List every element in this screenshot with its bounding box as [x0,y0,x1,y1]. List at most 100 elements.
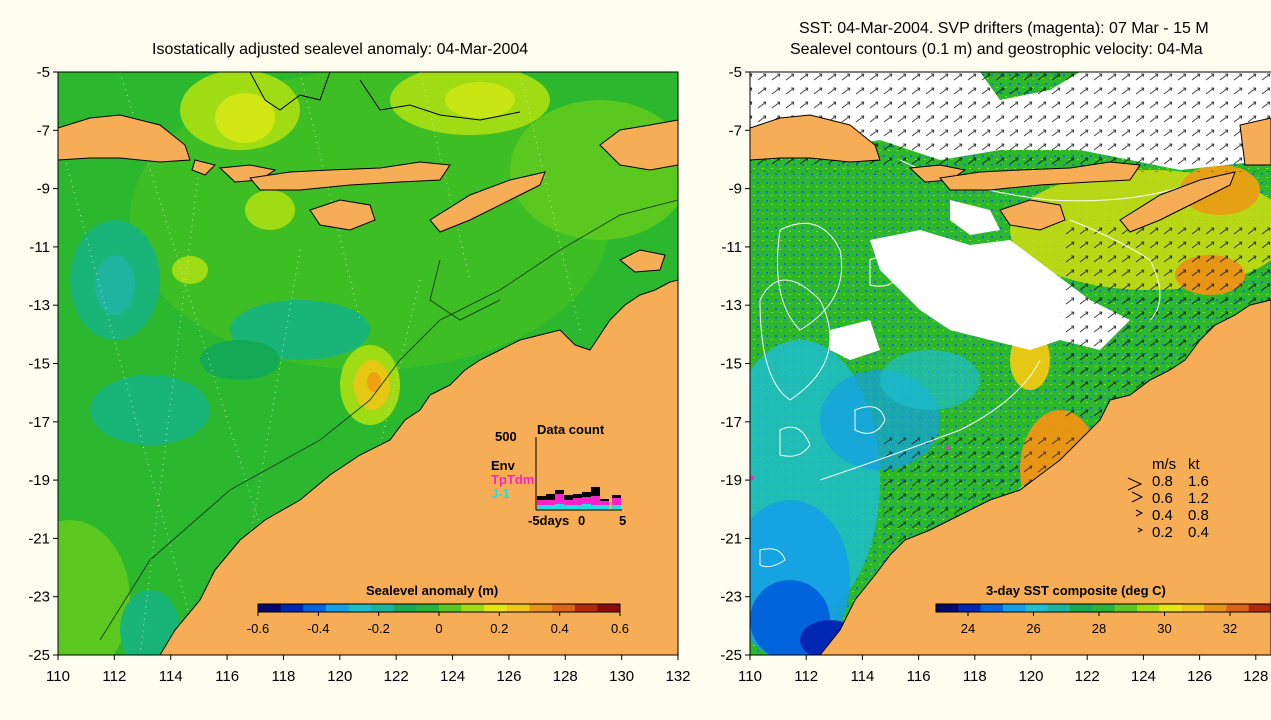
legend-tptdm: TpTdm [491,472,534,487]
right-xtick-label: 114 [850,668,874,685]
left-colorbar-swatch [280,604,304,612]
right-xtick-label: 120 [1018,668,1043,685]
left-xtick-label: 132 [665,668,690,685]
speed-ms-1: 0.8 [1152,473,1173,490]
right-colorbar-tick-label: 24 [961,621,975,636]
left-xtick-label: 128 [553,668,578,685]
bar-j1 [546,505,555,509]
left-xtick-label: 120 [327,668,352,685]
bar-j1 [612,505,621,509]
left-xtick-label: 130 [609,668,634,685]
right-ytick-label: -9 [729,181,742,198]
right-colorbar: 24 26 28 30 32 [935,603,1271,636]
left-x-axis: 110 112 114 116 118 120 122 124 126 128 130 132 [46,655,691,685]
speed-kt-1: 1.6 [1188,473,1209,490]
bar-tp [600,501,609,505]
right-colorbar-label: 3-day SST composite (deg C) [986,583,1166,598]
bar-tp [564,500,573,505]
right-xtick-label: 118 [963,668,987,685]
left-xtick-label: 124 [440,668,465,685]
arrow-icon-0.6 [1131,491,1144,503]
right-y-axis: -5 -7 -9 -11 -13 -15 -17 -19 -21 -23 -25 [720,64,750,664]
data-count-xtick-start: -5days [528,513,569,528]
left-xtick-label: 116 [215,668,239,685]
bar-tp [582,497,591,504]
bar-j1 [600,505,609,509]
bar-j1 [573,505,582,509]
right-ytick-label: -19 [720,472,742,489]
left-colorbar-tick-label: -0.2 [367,621,389,636]
right-colorbar-swatch [1226,604,1250,612]
left-ytick-label: -17 [28,414,50,431]
left-colorbar-swatch [484,604,508,612]
data-count-title: Data count [537,422,605,437]
right-colorbar-tick-label: 32 [1223,621,1237,636]
bar-env [537,496,546,500]
bar-env [573,494,582,498]
bar-j1 [564,505,573,509]
left-colorbar-tick-label: 0.4 [551,621,569,636]
left-xtick-label: 114 [159,668,183,685]
right-ytick-label: -5 [729,64,742,81]
right-colorbar-swatch [1181,604,1205,612]
data-count-xtick-zero: 0 [578,513,585,528]
left-panel-title: Isostatically adjusted sealevel anomaly:… [152,41,529,58]
right-colorbar-tick-label: 26 [1026,621,1040,636]
bar-env [582,492,591,497]
left-colorbar-tick-label: -0.6 [247,621,269,636]
right-ytick-label: -21 [720,530,742,547]
right-map [750,72,1271,655]
left-colorbar-tick-label: -0.4 [307,621,329,636]
right-colorbar-tick-label: 30 [1157,621,1171,636]
right-xtick-label: 124 [1131,668,1156,685]
right-panel-title-line2: Sealevel contours (0.1 m) and geostrophi… [790,41,1203,58]
right-xtick-label: 116 [907,668,931,685]
bar-tp [591,496,600,505]
bar-tp [612,498,621,505]
speed-unit-kt: kt [1188,456,1201,473]
bar-j1 [591,505,600,509]
left-xtick-label: 112 [102,668,126,685]
left-colorbar-tick-label: 0.2 [490,621,508,636]
bar-env [564,495,573,500]
right-xtick-label: 122 [1075,668,1100,685]
right-xtick-label: 110 [738,668,762,685]
left-ytick-label: -13 [28,297,50,314]
right-colorbar-swatch [1003,604,1026,612]
right-ytick-label: -13 [720,297,742,314]
left-colorbar-swatch [393,604,417,612]
legend-env: Env [491,458,516,473]
right-colorbar-swatch [1047,604,1071,612]
left-xtick-label: 118 [271,668,295,685]
right-colorbar-swatch [1114,604,1138,612]
data-count-xtick-end: 5 [619,513,626,528]
left-colorbar-swatch [506,604,530,612]
left-colorbar-swatch [258,604,282,612]
right-ytick-label: -11 [721,239,742,256]
left-ytick-label: -5 [37,64,50,81]
data-count-inset: 500 Data count Env TpTdm J-1 -5days 0 5 [491,422,626,528]
right-xtick-label: 128 [1243,668,1268,685]
right-xtick-label: 112 [794,668,818,685]
right-colorbar-swatch [1137,604,1160,612]
bar-j1 [537,505,546,509]
right-colorbar-swatch [1092,604,1116,612]
left-xtick-label: 110 [46,668,70,685]
right-ytick-label: -23 [720,589,742,606]
right-colorbar-swatch [1025,604,1049,612]
speed-ms-2: 0.6 [1152,490,1173,507]
right-ytick-label: -25 [720,647,742,664]
right-colorbar-swatch [936,604,959,612]
arrow-icon-0.8 [1127,477,1143,491]
left-colorbar: -0.6 -0.4 -0.2 0 0.2 0.4 0.6 [247,603,629,636]
left-colorbar-swatch [529,604,553,612]
bar-tp [546,500,555,505]
data-count-bars [537,487,621,509]
bar-tp [537,500,546,505]
left-xtick-label: 126 [496,668,521,685]
left-colorbar-tick-label: 0 [435,621,442,636]
speed-kt-3: 0.8 [1188,507,1209,524]
right-ytick-label: -15 [720,356,742,373]
speed-kt-2: 1.2 [1188,490,1209,507]
